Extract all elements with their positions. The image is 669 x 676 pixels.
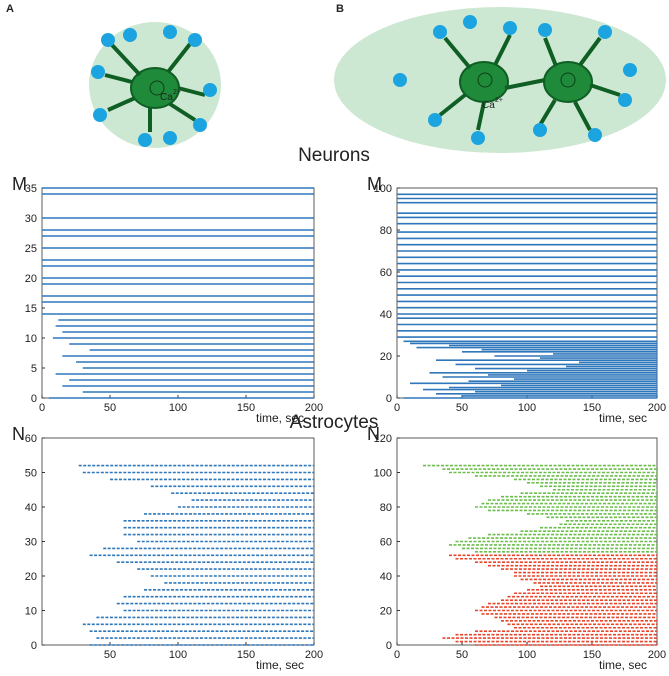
x-tick-label: 150: [583, 402, 601, 414]
x-tick-label: 100: [169, 402, 187, 414]
y-tick-label: 80: [380, 225, 392, 237]
x-tick-label: 100: [169, 649, 187, 661]
x-tick-label: 0: [394, 402, 400, 414]
x-tick-label: 150: [583, 649, 601, 661]
y-tick-label: 40: [380, 309, 392, 321]
plot-frame: [41, 187, 315, 399]
section-title: Astrocytes: [290, 412, 379, 433]
y-tick-label: 20: [25, 273, 37, 285]
section-title: Neurons: [298, 145, 370, 166]
x-tick-label: 100: [518, 402, 536, 414]
nucleus: [477, 72, 493, 88]
y-tick-label: 40: [380, 571, 392, 583]
nucleus: [560, 72, 576, 88]
astrocyte-diagram: [104, 42, 206, 132]
x-tick-label: 50: [456, 649, 468, 661]
y-tick-label: 10: [25, 606, 37, 618]
y-tick-label: 30: [25, 213, 37, 225]
x-tick-label: 0: [394, 649, 400, 661]
panel-label: A: [6, 3, 14, 15]
x-axis-label: time, sec: [256, 411, 304, 425]
synapses: [91, 25, 217, 147]
y-tick-label: 120: [374, 433, 392, 445]
y-tick-label: 100: [374, 183, 392, 195]
x-tick-label: 100: [518, 649, 536, 661]
ca-label: Ca: [160, 92, 173, 103]
synapses: [393, 15, 637, 145]
y-tick-label: 60: [25, 433, 37, 445]
y-tick-label: 40: [25, 502, 37, 514]
y-axis-label: M: [12, 174, 27, 194]
y-tick-label: 35: [25, 183, 37, 195]
y-tick-label: 60: [380, 537, 392, 549]
y-tick-label: 0: [386, 640, 392, 652]
x-tick-label: 200: [305, 402, 323, 414]
y-tick-label: 50: [25, 468, 37, 480]
x-tick-label: 50: [456, 402, 468, 414]
x-tick-label: 0: [39, 402, 45, 414]
x-axis-label: time, sec: [256, 658, 304, 672]
y-tick-label: 20: [380, 351, 392, 363]
y-tick-label: 20: [380, 606, 392, 618]
y-axis-label: M: [367, 174, 382, 194]
y-tick-label: 30: [25, 537, 37, 549]
y-tick-label: 0: [31, 393, 37, 405]
y-tick-label: 60: [380, 267, 392, 279]
y-tick-label: 0: [31, 640, 37, 652]
y-tick-label: 5: [31, 363, 37, 375]
y-axis-label: N: [12, 424, 25, 444]
y-tick-label: 80: [380, 502, 392, 514]
ca-label: Ca: [482, 100, 495, 111]
ca-label-sup: 2+: [495, 97, 503, 104]
y-tick-label: 20: [25, 571, 37, 583]
x-tick-label: 50: [104, 649, 116, 661]
x-tick-label: 50: [104, 402, 116, 414]
y-tick-label: 15: [25, 303, 37, 315]
y-axis-label: N: [367, 424, 380, 444]
astrocyte-diagram: [438, 34, 621, 131]
ca-label-sup: 2+: [173, 89, 181, 96]
y-tick-label: 0: [386, 393, 392, 405]
x-tick-label: 200: [648, 402, 666, 414]
x-axis-label: time, sec: [599, 658, 647, 672]
x-tick-label: 150: [237, 649, 255, 661]
y-tick-label: 10: [25, 333, 37, 345]
y-tick-label: 25: [25, 243, 37, 255]
x-tick-label: 200: [648, 649, 666, 661]
x-tick-label: 200: [305, 649, 323, 661]
x-axis-label: time, sec: [599, 411, 647, 425]
nucleus: [149, 80, 165, 96]
y-tick-label: 100: [374, 468, 392, 480]
panel-label: B: [336, 3, 344, 15]
x-tick-label: 150: [237, 402, 255, 414]
